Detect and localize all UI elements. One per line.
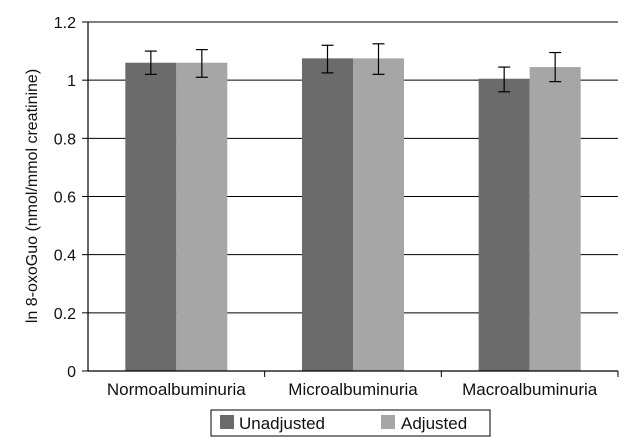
bar-adjusted-1 bbox=[353, 58, 404, 372]
bar-unadjusted-1 bbox=[302, 58, 353, 372]
bars bbox=[125, 58, 581, 372]
y-tick-label: 0.4 bbox=[54, 248, 76, 265]
y-tick-label: 0 bbox=[67, 364, 76, 381]
x-category-label: Macroalbuminuria bbox=[462, 380, 598, 399]
legend-label-adjusted: Adjusted bbox=[401, 414, 467, 433]
bar-unadjusted-2 bbox=[478, 78, 530, 372]
legend-box bbox=[210, 409, 491, 437]
bar-adjusted-2 bbox=[529, 67, 581, 372]
bar-adjusted-0 bbox=[176, 62, 228, 371]
legend: Unadjusted Adjusted bbox=[210, 409, 491, 437]
y-tick-label: 0.2 bbox=[54, 306, 76, 323]
bar-unadjusted-0 bbox=[125, 62, 177, 371]
x-category-label: Microalbuminuria bbox=[288, 380, 418, 399]
y-tick-label: 0.8 bbox=[54, 131, 76, 148]
axes bbox=[87, 22, 619, 377]
legend-swatch-adjusted bbox=[381, 415, 395, 429]
x-category-labels: Normoalbuminuria Microalbuminuria Macroalb… bbox=[107, 380, 598, 399]
x-category-label: Normoalbuminuria bbox=[107, 380, 246, 399]
legend-label-unadjusted: Unadjusted bbox=[239, 414, 325, 433]
y-tick-labels: 0 0.2 0.4 0.6 0.8 1 1.2 bbox=[54, 15, 76, 381]
legend-swatch-unadjusted bbox=[220, 415, 234, 429]
error-bars bbox=[144, 43, 562, 93]
y-tick-label: 1 bbox=[67, 73, 76, 90]
y-axis-title: ln 8-oxoGuo (nmol/mmol creatinine) bbox=[24, 69, 41, 323]
y-tick-label: 1.2 bbox=[54, 15, 76, 32]
y-tick-label: 0.6 bbox=[54, 190, 76, 207]
